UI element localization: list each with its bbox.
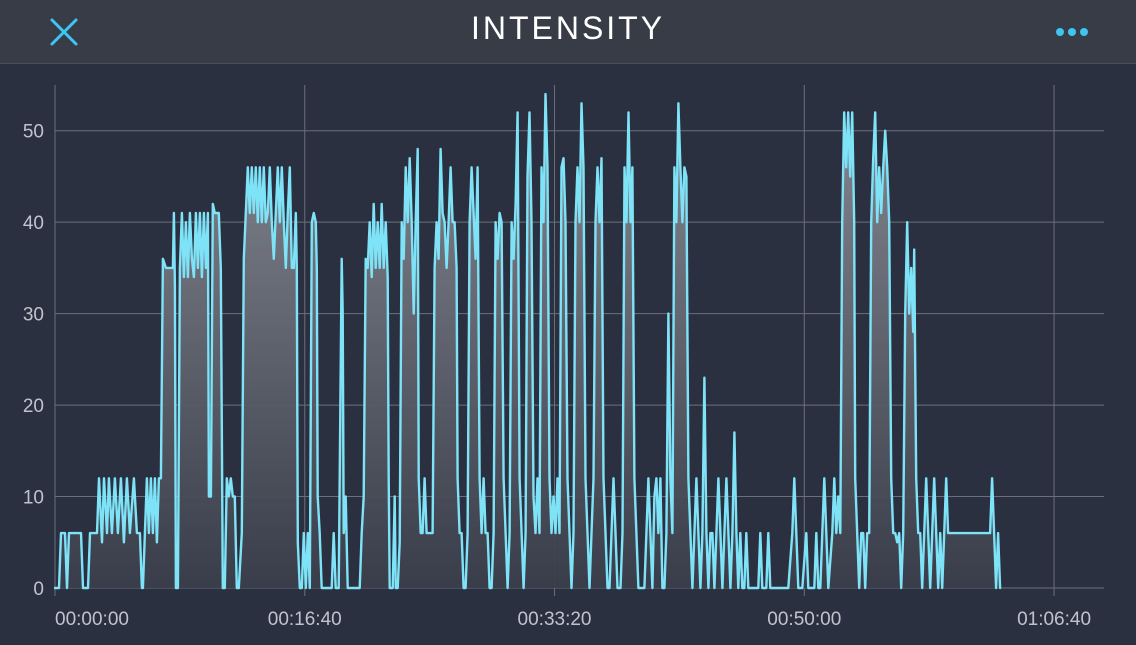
x-tick-label: 00:00:00 <box>55 609 129 630</box>
more-dots-icon <box>1056 28 1088 36</box>
close-x-icon <box>50 18 78 46</box>
x-tick-label: 01:06:40 <box>1017 609 1091 630</box>
page-title: INTENSITY <box>470 10 666 46</box>
y-tick-label: 50 <box>23 122 44 143</box>
area-layer <box>53 92 1002 590</box>
close-button[interactable] <box>40 8 88 56</box>
y-tick-label: 30 <box>23 305 44 326</box>
x-tick-label: 00:50:00 <box>767 609 841 630</box>
y-tick-label: 20 <box>23 396 44 417</box>
top-bar: INTENSITY <box>0 0 1136 64</box>
y-axis-labels: 0 10 20 30 40 50 <box>23 122 44 600</box>
y-tick-label: 0 <box>33 579 44 600</box>
intensity-chart-svg: 0 10 20 30 40 50 00:00:00 00:16:40 00:33:20 00:5… <box>23 85 1104 630</box>
x-tick-label: 00:16:40 <box>268 609 342 630</box>
series-line <box>53 92 1002 590</box>
y-tick-label: 10 <box>23 488 44 509</box>
x-tick-label: 00:33:20 <box>518 609 592 630</box>
intensity-chart: 0 10 20 30 40 50 00:00:00 00:16:40 00:33:20 00:5… <box>0 65 1136 640</box>
y-tick-label: 40 <box>23 213 44 234</box>
x-axis-labels: 00:00:00 00:16:40 00:33:20 00:50:00 01:06:40 <box>55 609 1091 630</box>
more-options-button[interactable] <box>1046 12 1098 52</box>
